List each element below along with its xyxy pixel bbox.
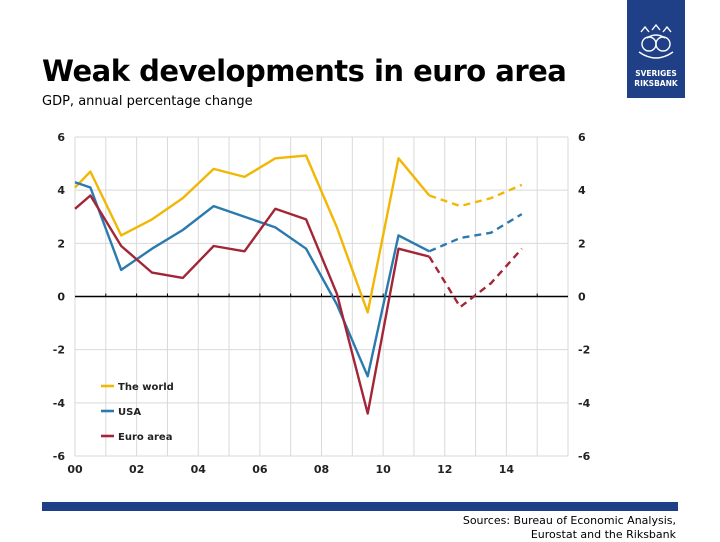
y-tick-label-right: 2 xyxy=(578,237,586,250)
legend-label-world: The world xyxy=(118,382,174,393)
series-line-euro xyxy=(74,194,430,415)
x-tick-label: 00 xyxy=(67,463,83,476)
page-title: Weak developments in euro area xyxy=(42,54,567,88)
source-line-2: Eurostat and the Riksbank xyxy=(530,528,676,541)
x-tick-label: 02 xyxy=(129,463,144,476)
x-tick-label: 06 xyxy=(252,463,268,476)
chart-subtitle: GDP, annual percentage change xyxy=(42,94,253,109)
y-tick-label-left: 0 xyxy=(57,291,65,304)
y-tick-label-left: -6 xyxy=(53,450,66,463)
x-tick-label: 08 xyxy=(314,463,329,476)
riksbank-logo-graphic: SVERIGES RIKSBANK xyxy=(627,0,685,98)
y-tick-label-right: -4 xyxy=(578,397,591,410)
bottom-brand-bar xyxy=(42,502,678,511)
series-forecast-usa xyxy=(428,213,523,253)
series-line-usa xyxy=(74,181,430,378)
y-tick-label-left: -4 xyxy=(53,397,66,410)
y-tick-label-left: 2 xyxy=(57,237,65,250)
logo-text-line1: SVERIGES xyxy=(635,69,677,78)
x-tick-label: 14 xyxy=(499,463,515,476)
y-tick-label-left: 6 xyxy=(57,131,65,144)
y-tick-label-right: 0 xyxy=(578,291,586,304)
series-forecast-world xyxy=(428,183,523,208)
x-tick-label: 10 xyxy=(375,463,391,476)
source-line-1: Sources: Bureau of Economic Analysis, xyxy=(462,514,676,527)
y-tick-label-right: 6 xyxy=(578,131,586,144)
legend-label-usa: USA xyxy=(118,407,141,418)
tick-layer: 6 64 42 20 0-2 -2-4 -4-6 -600 02 04 06 08 10 12 14 xyxy=(53,131,591,476)
y-tick-label-left: -2 xyxy=(53,344,65,357)
series-line-world xyxy=(74,154,431,314)
legend: The world USA Euro area xyxy=(101,382,174,443)
x-tick-label: 04 xyxy=(191,463,207,476)
y-tick-label-left: 4 xyxy=(57,184,65,197)
legend-label-euro: Euro area xyxy=(118,432,172,443)
series-layer xyxy=(74,154,523,415)
source-note: Sources: Bureau of Economic Analysis, Eu… xyxy=(416,514,676,542)
grid-layer xyxy=(74,136,569,457)
riksbank-logo: SVERIGES RIKSBANK xyxy=(627,0,685,98)
y-tick-label-right: -2 xyxy=(578,344,590,357)
y-tick-label-right: 4 xyxy=(578,184,586,197)
y-tick-label-right: -6 xyxy=(578,450,591,463)
series-forecast-euro xyxy=(428,247,523,309)
logo-text-line2: RIKSBANK xyxy=(634,79,679,88)
x-tick-label: 12 xyxy=(437,463,452,476)
